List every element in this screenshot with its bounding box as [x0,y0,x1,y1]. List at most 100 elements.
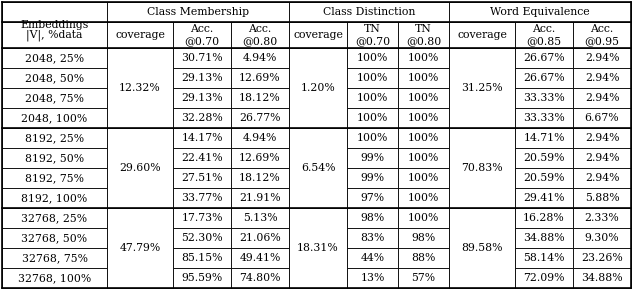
Bar [515,2,573,22]
Bar [2,48,107,68]
Bar [107,68,173,88]
Bar [2,108,107,128]
Bar [347,128,398,148]
Bar [289,208,347,288]
Text: 33.33%: 33.33% [523,113,565,123]
Text: 88%: 88% [412,253,436,263]
Text: 49.41%: 49.41% [239,253,281,263]
Text: 2048, 25%: 2048, 25% [25,53,84,63]
Text: 2.94%: 2.94% [585,173,620,183]
Bar [573,2,631,22]
Text: 4.94%: 4.94% [243,133,277,143]
Bar [2,148,107,168]
Bar [398,22,449,48]
Text: 14.71%: 14.71% [524,133,564,143]
Text: 2.94%: 2.94% [585,153,620,163]
Bar [449,68,515,88]
Bar [398,188,449,208]
Text: 100%: 100% [408,53,439,63]
Bar [2,208,107,228]
Bar [173,68,231,88]
Bar [347,48,398,68]
Bar [289,48,347,128]
Bar [231,48,289,68]
Text: 2048, 75%: 2048, 75% [25,93,84,103]
Bar [449,2,515,22]
Text: 18.12%: 18.12% [239,173,281,183]
Text: 98%: 98% [360,213,385,223]
Text: 32.28%: 32.28% [181,113,223,123]
Text: 14.17%: 14.17% [181,133,223,143]
Bar [289,88,347,108]
Text: coverage: coverage [293,30,343,40]
Text: 18.12%: 18.12% [239,93,281,103]
Bar [289,22,347,48]
Bar [2,168,107,188]
Bar [449,148,515,168]
Bar [573,22,631,48]
Bar [173,22,231,48]
Text: 5.13%: 5.13% [243,213,277,223]
Bar [398,168,449,188]
Text: 2.94%: 2.94% [585,73,620,83]
Text: 22.41%: 22.41% [181,153,223,163]
Bar [107,148,173,168]
Text: Acc.
@0.80: Acc. @0.80 [243,24,278,46]
Text: 98%: 98% [412,233,436,243]
Bar [2,128,107,148]
Bar [449,108,515,128]
Bar [398,22,449,48]
Bar [289,108,347,128]
Bar [173,48,231,68]
Bar [231,228,289,248]
Bar [449,2,631,22]
Bar [398,208,449,228]
Bar [449,168,515,188]
Bar [107,128,173,208]
Bar [289,248,347,268]
Bar [173,128,231,148]
Bar [398,88,449,108]
Bar [2,68,107,88]
Text: 100%: 100% [408,153,439,163]
Text: 100%: 100% [408,113,439,123]
Bar [173,248,231,268]
Bar [231,248,289,268]
Text: 30.71%: 30.71% [181,53,223,63]
Text: 57%: 57% [412,273,436,283]
Bar [398,48,449,68]
Bar [107,208,173,228]
Text: 31.25%: 31.25% [461,83,503,93]
Text: 12.32%: 12.32% [119,83,161,93]
Bar [107,268,173,288]
Text: 2048, 100%: 2048, 100% [21,113,88,123]
Bar [2,22,107,48]
Bar [573,128,631,148]
Bar [347,68,398,88]
Bar [289,128,347,148]
Text: 44%: 44% [360,253,385,263]
Text: coverage: coverage [115,30,165,40]
Text: 32768, 50%: 32768, 50% [21,233,88,243]
Bar [289,208,347,228]
Bar [347,188,398,208]
Bar [347,22,398,48]
Bar [289,2,449,22]
Text: |V|, %data: |V|, %data [26,29,83,41]
Bar [347,108,398,128]
Text: 29.60%: 29.60% [119,163,161,173]
Bar [289,148,347,168]
Bar [398,268,449,288]
Text: 100%: 100% [357,53,388,63]
Bar [573,208,631,228]
Bar [449,208,515,288]
Bar [573,168,631,188]
Bar [449,128,515,208]
Text: 21.91%: 21.91% [239,193,281,203]
Bar [398,228,449,248]
Bar [107,228,173,248]
Bar [573,48,631,68]
Text: 26.67%: 26.67% [523,73,565,83]
Bar [573,68,631,88]
Text: 58.14%: 58.14% [524,253,564,263]
